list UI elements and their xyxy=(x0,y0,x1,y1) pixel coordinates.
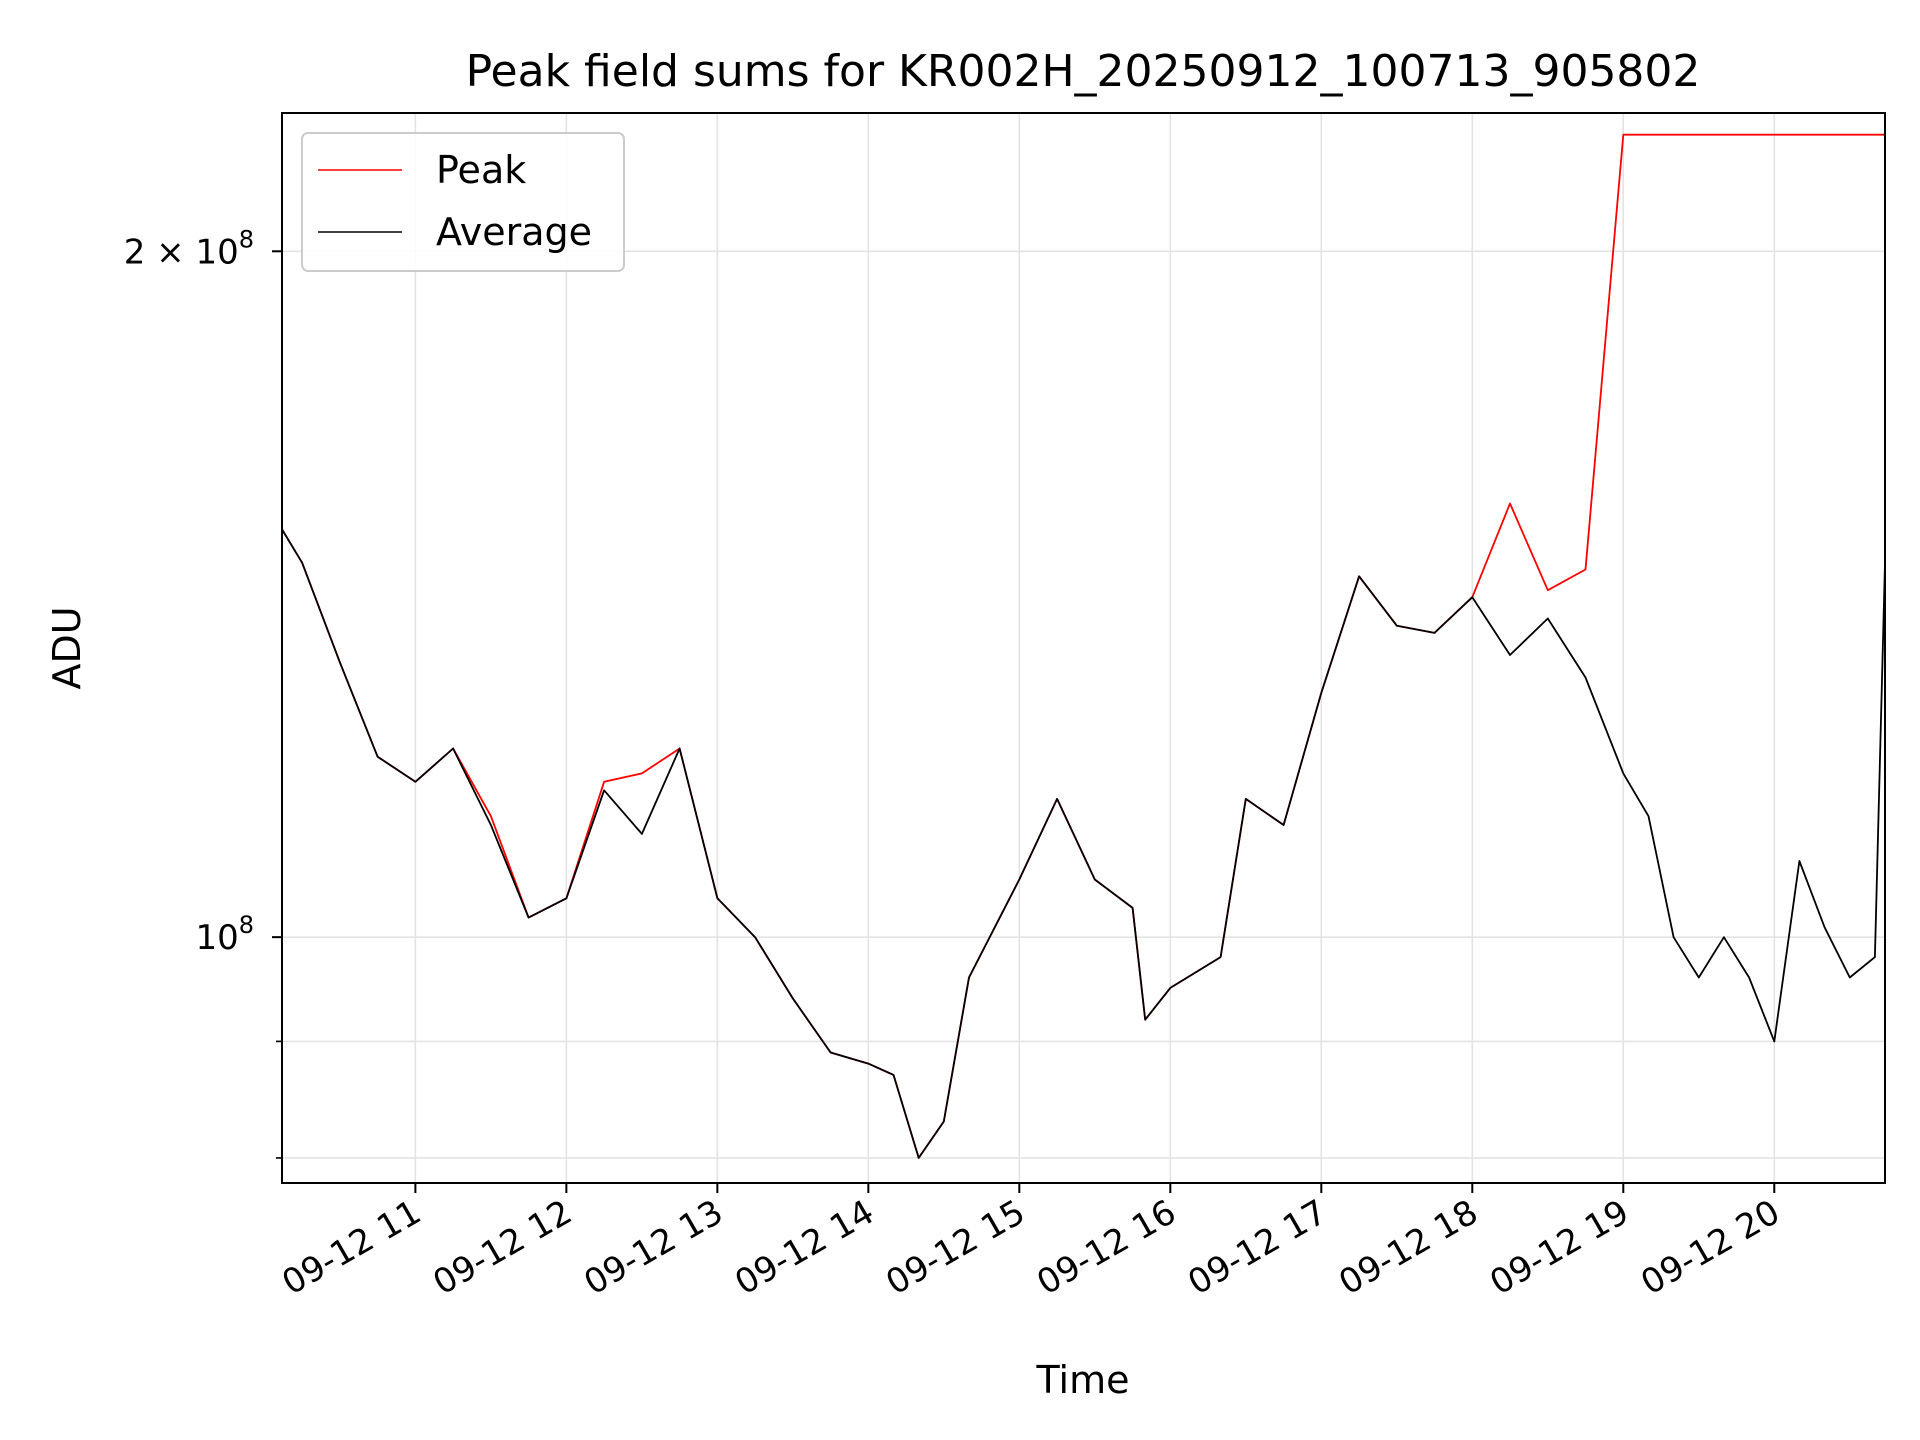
y-axis-label: ADU xyxy=(45,606,89,689)
plot-frame xyxy=(281,112,1886,1184)
series-line-average xyxy=(281,528,1886,1159)
legend: Peak Average xyxy=(301,132,625,272)
y-tick-label: 2 × 108 xyxy=(124,225,254,272)
legend-box xyxy=(301,132,625,272)
series-layer xyxy=(281,133,1886,1159)
grid xyxy=(282,113,1885,1183)
legend-label-peak: Peak xyxy=(436,148,526,192)
x-axis-label: Time xyxy=(1036,1358,1130,1402)
legend-label-average: Average xyxy=(436,210,592,254)
chart-title: Peak field sums for KR002H_20250912_1007… xyxy=(466,46,1701,97)
y-tick-label: 108 xyxy=(195,911,254,958)
y-ticks: 108 2 × 108 xyxy=(124,225,282,1159)
